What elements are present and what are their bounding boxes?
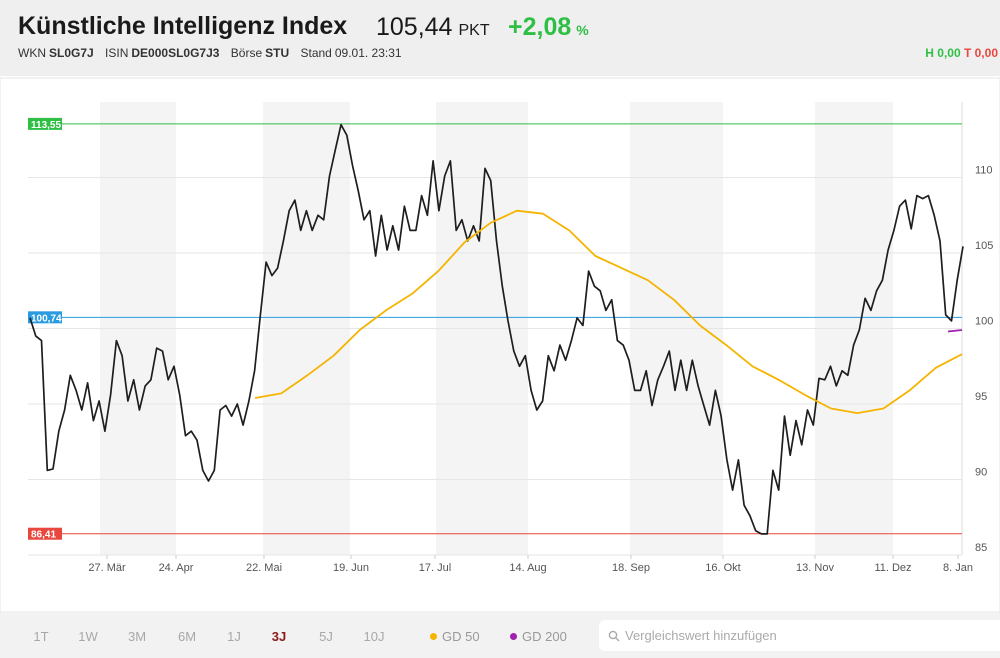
meta-value: STU xyxy=(265,46,290,60)
day-high: H 0,00 xyxy=(925,46,961,60)
legend-label: GD 50 xyxy=(442,629,480,644)
range-button[interactable]: 3J xyxy=(271,629,287,644)
compare-search[interactable]: Vergleichswert hinzufügen xyxy=(599,620,1000,651)
range-button[interactable]: 1T xyxy=(33,629,49,644)
meta: WKN SL0G7J ISIN DE000SL0G7J3 Börse STU Stan… xyxy=(18,46,402,60)
meta-label: ISIN xyxy=(105,46,129,60)
range-button[interactable]: 10J xyxy=(363,629,385,644)
reference-badge xyxy=(28,117,62,130)
range-button[interactable]: 5J xyxy=(319,629,333,644)
y-tick-label: 95 xyxy=(975,391,987,403)
high-low: H 0,00 T 0,00 xyxy=(925,46,998,60)
meta-value: 09.01. 23:31 xyxy=(334,46,402,60)
reference-label: 113,55 xyxy=(31,120,61,131)
y-tick-label: 105 xyxy=(975,240,993,252)
reference-label: 86,41 xyxy=(31,530,56,541)
price-value: 105,44 xyxy=(376,13,453,41)
header: Künstliche Intelligenz Index 105,44 PKT +… xyxy=(0,0,1000,76)
change-unit: % xyxy=(576,22,589,38)
x-tick-label: 14. Aug xyxy=(509,562,546,574)
reference-badge xyxy=(28,311,62,324)
x-tick-label: 18. Sep xyxy=(612,562,650,574)
x-tick-label: 22. Mai xyxy=(246,562,282,574)
x-tick-label: 24. Apr xyxy=(159,562,194,574)
price-unit: PKT xyxy=(458,22,490,39)
x-tick-label: 17. Jul xyxy=(419,562,451,574)
meta-label: WKN xyxy=(18,46,46,60)
x-tick-label: 27. Mär xyxy=(88,562,126,574)
meta-label: Stand xyxy=(300,46,332,60)
y-tick-label: 110 xyxy=(975,165,993,177)
series-line xyxy=(947,329,963,333)
x-tick-label: 8. Jan xyxy=(943,562,973,574)
series-line xyxy=(29,123,964,535)
y-tick-label: 100 xyxy=(975,316,993,328)
reference-badge xyxy=(28,527,62,540)
y-tick-label: 85 xyxy=(975,542,987,554)
meta-value: DE000SL0G7J3 xyxy=(131,46,220,60)
legend-item[interactable]: GD 200 xyxy=(510,629,567,644)
legend-item[interactable]: GD 50 xyxy=(430,629,480,644)
x-tick-label: 19. Jun xyxy=(333,562,369,574)
series-line xyxy=(254,209,963,414)
search-placeholder: Vergleichswert hinzufügen xyxy=(625,628,777,643)
x-tick-label: 11. Dez xyxy=(874,562,911,574)
x-tick-label: 13. Nov xyxy=(796,562,834,574)
range-button[interactable]: 1W xyxy=(78,629,98,644)
toolbar: Vergleichswert hinzufügen 1T 1W 3M 6M 1J 3J 5J… xyxy=(0,612,1000,658)
change: +2,08% xyxy=(508,13,589,42)
legend-dot xyxy=(510,633,517,640)
range-button[interactable]: 3M xyxy=(127,629,147,644)
reference-label: 100,74 xyxy=(31,313,62,324)
range-button[interactable]: 1J xyxy=(227,629,241,644)
legend-label: GD 200 xyxy=(522,629,567,644)
y-tick-label: 90 xyxy=(975,467,987,479)
price: 105,44 PKT xyxy=(376,13,490,42)
x-tick-label: 16. Okt xyxy=(705,562,740,574)
range-button[interactable]: 6M xyxy=(177,629,197,644)
meta-label: Börse xyxy=(230,46,263,60)
meta-value: SL0G7J xyxy=(49,46,94,60)
day-low: T 0,00 xyxy=(963,46,998,60)
change-value: +2,08 xyxy=(508,13,572,41)
search-icon xyxy=(608,630,620,642)
legend-dot xyxy=(430,633,437,640)
title: Künstliche Intelligenz Index xyxy=(18,12,348,40)
